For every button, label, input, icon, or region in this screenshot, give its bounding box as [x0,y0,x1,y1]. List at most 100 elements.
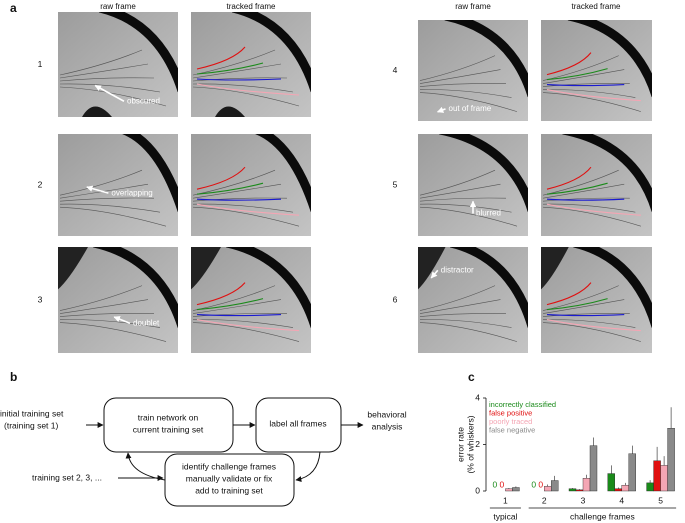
traced-whisker [196,62,264,75]
whisker [59,77,155,82]
traced-whisker [546,203,641,216]
data-label: 0 [531,479,536,489]
whisker [59,299,149,314]
y-axis-label: (% of whiskers) [465,415,475,473]
image-frame [58,12,178,117]
y-tick-label: 2 [475,439,480,449]
image [191,134,311,236]
bar [621,484,629,492]
row-number: 5 [393,179,398,189]
bar [660,465,668,492]
bar [551,480,559,492]
whisker [419,319,512,328]
x-tick-label: 5 [658,495,663,505]
panel-label: b [10,370,17,384]
whisker [419,197,507,202]
traced-whisker [546,182,608,195]
traced-whisker [546,282,592,306]
image-bg [541,247,652,353]
bar [614,488,622,492]
pole [449,247,528,328]
face [58,247,88,290]
whisker [419,89,512,98]
image-bg [58,12,178,117]
row-number: 4 [393,65,398,75]
node-text: behavioral [367,409,406,419]
whisker [59,83,161,93]
node-text: analysis [372,421,403,431]
whisker [192,285,276,311]
whisker [419,92,518,112]
whisker [59,169,143,196]
bar [544,486,552,492]
pole [562,134,652,212]
traced-whisker [196,282,246,306]
pole [92,247,178,328]
annotation: overlapping [111,188,152,197]
row-number: 6 [393,294,398,304]
whisker [419,285,496,311]
traced-whisker [196,83,300,96]
image-bg [418,134,528,236]
image-bg [191,12,311,117]
traced-whisker [546,198,625,201]
image-bg [191,247,311,353]
x-tick-label: 1 [503,495,508,505]
image [541,134,652,236]
whisker [192,319,294,328]
image-frame [58,247,178,353]
panel-label: c [468,370,475,384]
whisker [192,313,288,317]
row-number: 1 [38,59,43,69]
row-number: 2 [38,179,43,189]
image [191,247,311,353]
column-header: tracked frame [227,2,276,11]
bar [653,460,661,492]
whisker [192,299,282,314]
node-text: training set 2, 3, ... [32,472,102,482]
whisker [59,203,161,213]
annotation-arrow [430,269,439,279]
image-bg [58,134,178,236]
y-axis-label: error rate [455,427,465,462]
whisker [59,313,155,317]
node-text: (training set 1) [4,420,58,430]
whisker [542,203,636,213]
node-text: label all frames [269,418,326,428]
annotation-arrow [86,185,109,194]
group-label: typical [493,511,517,521]
bar [607,473,615,492]
image-bg [418,247,528,353]
whisker [59,285,143,311]
whisker [59,319,161,328]
group-label: challenge frames [570,511,635,521]
traced-whisker [546,314,625,317]
node-text: add to training set [195,485,263,495]
whisker [419,83,507,87]
image-frame [541,20,652,121]
node-text: current training set [133,424,204,434]
traced-whisker [196,78,282,81]
bar [628,453,636,492]
arrow [125,452,166,481]
image-frame [191,134,311,236]
traced-whisker [546,84,625,87]
whisker [192,183,282,199]
traced-whisker [196,166,246,190]
node-text: initial training set [0,408,64,418]
x-tick-label: 3 [581,495,586,505]
image [418,20,528,121]
y-tick-label: 4 [475,392,480,402]
image [541,247,652,353]
whisker [542,89,636,98]
whisker [542,83,630,87]
traced-whisker [546,319,641,332]
whisker [419,55,496,81]
image-frame [418,247,528,353]
traced-whisker [546,52,592,76]
traced-whisker [546,298,608,311]
legend-entry: false negative [489,425,535,434]
image-bg [541,134,652,236]
legend-entry: poorly traced [489,417,532,426]
